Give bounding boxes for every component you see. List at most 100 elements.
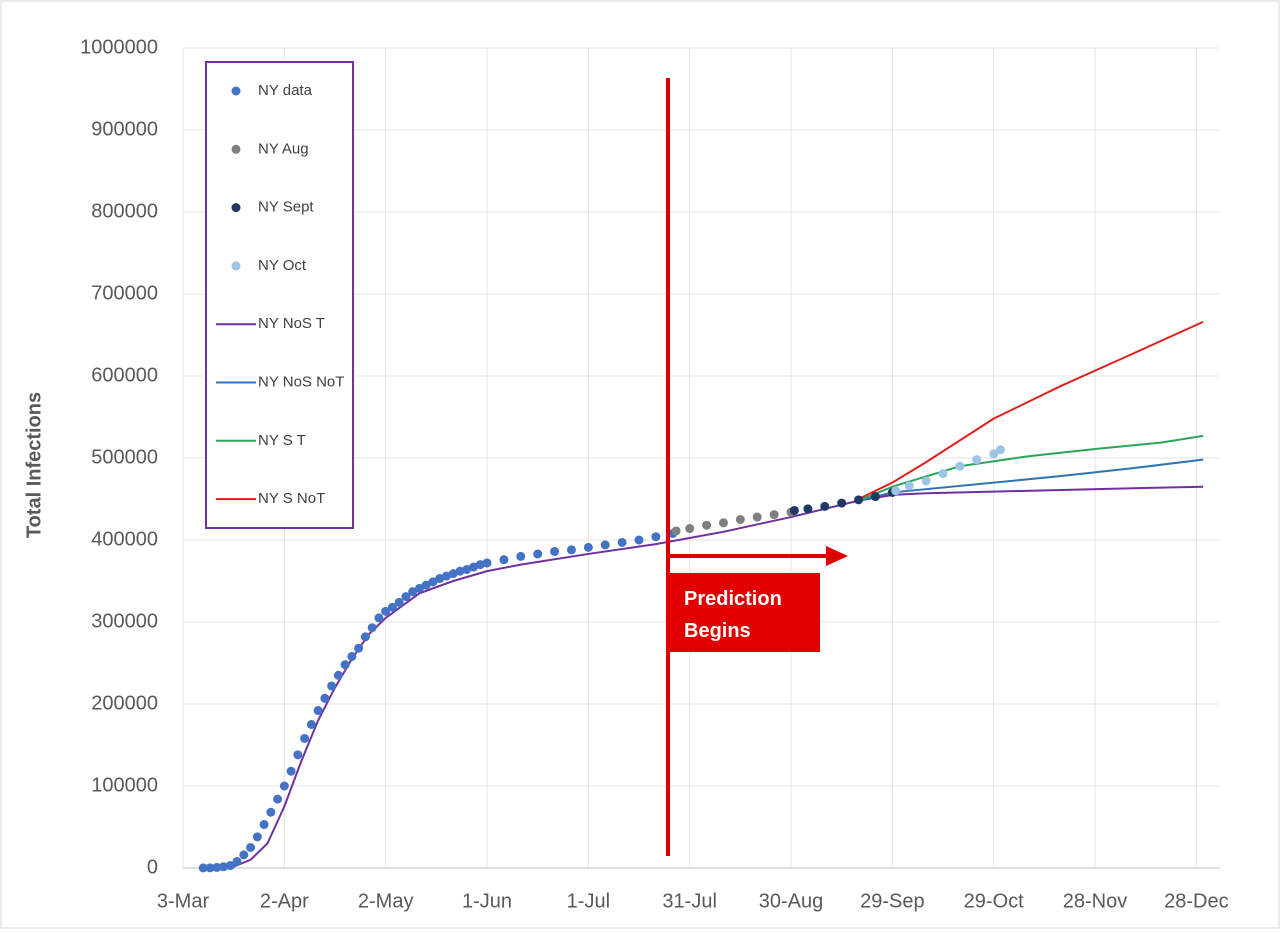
plot	[198, 320, 1204, 873]
data-point	[246, 843, 256, 852]
data-point	[313, 706, 323, 716]
data-point	[219, 862, 229, 872]
grid: 0 100000 200000 300000 400000 500000 600000 700…	[80, 36, 1228, 912]
y-tick-label: 100000	[91, 774, 158, 796]
arrow-head	[826, 546, 848, 566]
data-point	[374, 613, 384, 623]
data-point	[360, 632, 370, 642]
data-point	[259, 820, 269, 830]
x-tick-label: 31-Jul	[662, 890, 716, 912]
x-tick-label: 29-Sep	[860, 890, 925, 912]
y-tick-label: 0	[147, 856, 158, 878]
data-point	[320, 693, 330, 703]
data-point	[212, 862, 222, 872]
data-point	[671, 526, 681, 536]
series-line	[858, 434, 1204, 502]
data-point	[455, 566, 465, 576]
data-point	[347, 651, 357, 661]
data-point	[854, 495, 864, 505]
x-tick-label: 1-Jul	[567, 890, 610, 912]
data-point	[333, 670, 343, 680]
x-tick-label: 28-Dec	[1164, 890, 1228, 912]
legend-label: NY Sept	[258, 199, 314, 216]
data-point	[441, 571, 451, 581]
x-tick-label: 29-Oct	[964, 890, 1024, 912]
data-point	[499, 555, 509, 565]
legend-label: NY NoS T	[258, 315, 325, 332]
data-point	[381, 606, 391, 616]
data-point	[685, 524, 695, 534]
data-point	[468, 562, 478, 572]
x-tick-label: 2-May	[358, 890, 414, 912]
data-point	[225, 861, 235, 871]
series-line	[229, 485, 1204, 869]
data-point	[566, 545, 576, 555]
data-point	[340, 660, 350, 670]
y-tick-label: 900000	[91, 118, 158, 140]
data-point	[769, 510, 779, 520]
data-point	[448, 569, 458, 579]
data-point	[300, 733, 310, 743]
data-point	[401, 592, 411, 602]
data-point	[387, 602, 397, 612]
y-tick-label: 700000	[91, 282, 158, 304]
data-point	[279, 781, 289, 791]
legend-label: NY S NoT	[258, 490, 325, 507]
x-tick-label: 30-Aug	[759, 890, 824, 912]
y-tick-label: 800000	[91, 200, 158, 222]
y-tick-label: 1000000	[80, 36, 158, 58]
data-point	[428, 577, 438, 587]
y-tick-label: 400000	[91, 528, 158, 550]
data-point	[634, 535, 644, 545]
legend: NY data NY Aug NY Sept NY Oct NY NoS T NY NoS…	[216, 82, 344, 507]
data-point	[394, 597, 404, 607]
x-tick-label: 28-Nov	[1063, 890, 1127, 912]
data-point	[837, 498, 847, 508]
data-point	[820, 501, 830, 511]
data-point	[435, 574, 445, 584]
data-point	[421, 580, 431, 590]
legend-label: NY Oct	[258, 257, 307, 274]
data-point	[904, 481, 914, 491]
data-point	[735, 515, 745, 524]
data-point	[921, 476, 931, 486]
data-point	[482, 558, 492, 568]
y-axis-label: Total Infections	[23, 392, 45, 538]
series-line	[858, 320, 1204, 500]
data-point	[938, 469, 948, 479]
data-point	[651, 532, 661, 542]
legend-marker	[231, 86, 241, 96]
y-tick-label: 300000	[91, 610, 158, 632]
x-tick-label: 3-Mar	[157, 890, 210, 912]
data-point	[972, 455, 982, 465]
data-point	[205, 863, 215, 873]
data-point	[516, 551, 526, 561]
y-tick-label: 600000	[91, 364, 158, 386]
data-point	[327, 681, 337, 691]
data-point	[600, 540, 610, 550]
data-point	[367, 623, 377, 633]
data-point	[354, 643, 364, 653]
data-point	[702, 520, 712, 530]
legend-marker	[231, 261, 241, 271]
x-tick-label: 1-Jun	[462, 890, 512, 912]
data-point	[232, 856, 242, 866]
data-point	[752, 512, 762, 522]
legend-marker	[231, 144, 241, 154]
legend-label: NY data	[258, 82, 313, 99]
data-point	[583, 542, 593, 552]
data-point	[891, 486, 901, 496]
data-point	[870, 492, 880, 502]
y-tick-label: 500000	[91, 446, 158, 468]
data-point	[286, 766, 296, 776]
data-point	[408, 587, 418, 597]
data-point	[239, 850, 249, 860]
annotation: Prediction Begins	[668, 573, 820, 652]
legend-marker	[231, 203, 241, 213]
data-point	[462, 565, 472, 575]
data-point	[718, 518, 728, 528]
series-line	[858, 458, 1204, 502]
data-point	[273, 794, 283, 804]
